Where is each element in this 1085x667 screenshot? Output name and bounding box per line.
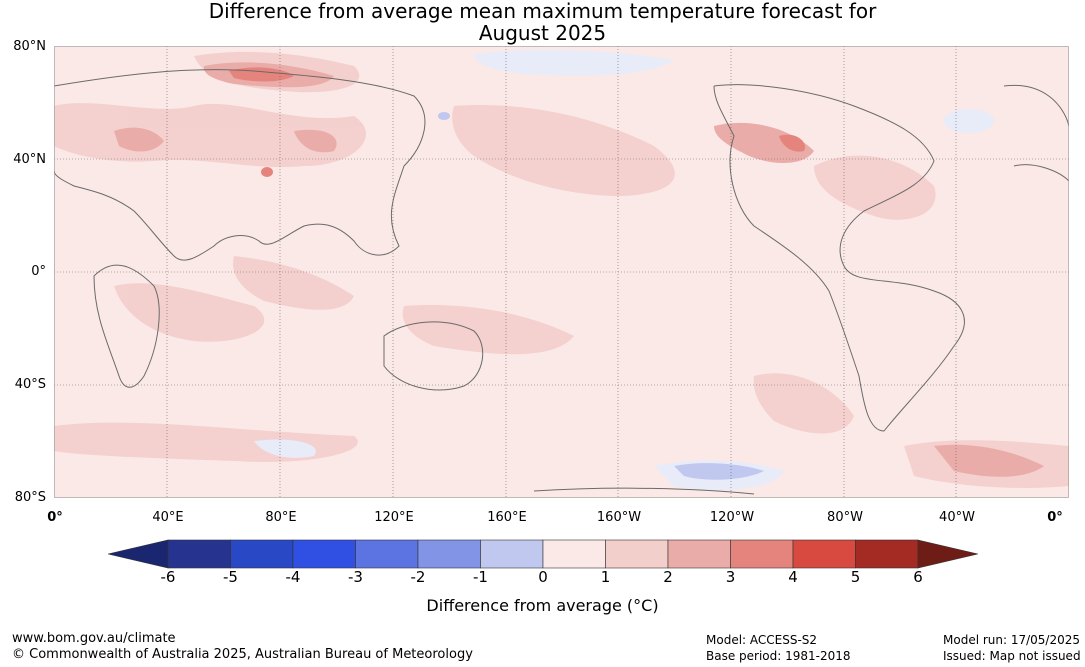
colorbar-tick-label: -2 bbox=[410, 568, 426, 586]
temperature-anomaly-map bbox=[54, 46, 1069, 498]
lon-label-0-right: 0° bbox=[1047, 510, 1063, 525]
colorbar-tick-label: 5 bbox=[850, 568, 861, 586]
title-line-2: August 2025 bbox=[478, 21, 607, 45]
colorbar-box bbox=[730, 539, 794, 569]
colorbar-tick-label: 4 bbox=[788, 568, 798, 586]
colorbar-tick-label: -6 bbox=[160, 568, 176, 586]
colorbar-box bbox=[480, 539, 544, 569]
colorbar-box bbox=[355, 539, 419, 569]
colorbar-box bbox=[167, 539, 231, 569]
lon-label-120w: 120°W bbox=[709, 510, 755, 525]
title-line-1: Difference from average mean maximum tem… bbox=[208, 0, 877, 23]
colorbar-tick-label: -3 bbox=[348, 568, 363, 586]
colorbar-tick-label: -1 bbox=[473, 568, 488, 586]
anomaly-patches bbox=[54, 51, 1069, 488]
colorbar-box bbox=[542, 539, 606, 569]
colorbar-tick-label: 0 bbox=[538, 568, 548, 586]
lon-label-80e: 80°E bbox=[265, 510, 297, 525]
colorbar-over-arrow bbox=[917, 539, 978, 569]
colorbar-tick-label: 1 bbox=[600, 568, 611, 586]
colorbar-box bbox=[230, 539, 294, 569]
colorbar-box bbox=[792, 539, 856, 569]
colorbar-tick-label: 2 bbox=[663, 568, 673, 586]
colorbar-tick-label: 3 bbox=[725, 568, 736, 586]
footer-base-period: Base period: 1981-2018 bbox=[706, 649, 851, 663]
colorbar-box bbox=[667, 539, 731, 569]
colorbar-tick-label: -5 bbox=[223, 568, 238, 586]
lon-label-0-left: 0° bbox=[47, 510, 63, 525]
footer-copyright: © Commonwealth of Australia 2025, Austra… bbox=[12, 647, 473, 662]
colorbar-under-arrow bbox=[108, 539, 169, 569]
colorbar-tick-label: 6 bbox=[913, 568, 923, 586]
lat-label-80n: 80°N bbox=[13, 39, 46, 54]
footer-url: www.bom.gov.au/climate bbox=[12, 631, 176, 646]
footer-model-run: Model run: 17/05/2025 bbox=[943, 633, 1081, 647]
colorbar-label: Difference from average (°C) bbox=[426, 596, 659, 615]
anomaly-patches-cool bbox=[438, 112, 764, 480]
lat-label-0: 0° bbox=[31, 264, 46, 279]
colorbar-box bbox=[417, 539, 481, 569]
colorbar-box bbox=[855, 539, 919, 569]
colorbar-tick-label: -4 bbox=[285, 568, 301, 586]
gridlines bbox=[54, 46, 1069, 498]
lat-label-80s: 80°S bbox=[14, 490, 46, 505]
coastlines bbox=[54, 69, 1069, 495]
colorbar-box bbox=[292, 539, 356, 569]
lat-label-40s: 40°S bbox=[14, 377, 46, 392]
lon-label-80w: 80°W bbox=[827, 510, 863, 525]
map-title: Difference from average mean maximum tem… bbox=[0, 0, 1085, 44]
lon-label-40w: 40°W bbox=[939, 510, 975, 525]
lon-label-160w: 160°W bbox=[596, 510, 642, 525]
footer-issued: Issued: Map not issued bbox=[943, 649, 1081, 663]
colorbar-box bbox=[605, 539, 669, 569]
lat-label-40n: 40°N bbox=[13, 152, 46, 167]
map-frame bbox=[54, 46, 1069, 498]
lon-label-40e: 40°E bbox=[152, 510, 184, 525]
colorbar bbox=[108, 539, 978, 569]
lon-label-160e: 160°E bbox=[487, 510, 527, 525]
lon-label-120e: 120°E bbox=[374, 510, 414, 525]
footer-model: Model: ACCESS-S2 bbox=[706, 633, 818, 647]
